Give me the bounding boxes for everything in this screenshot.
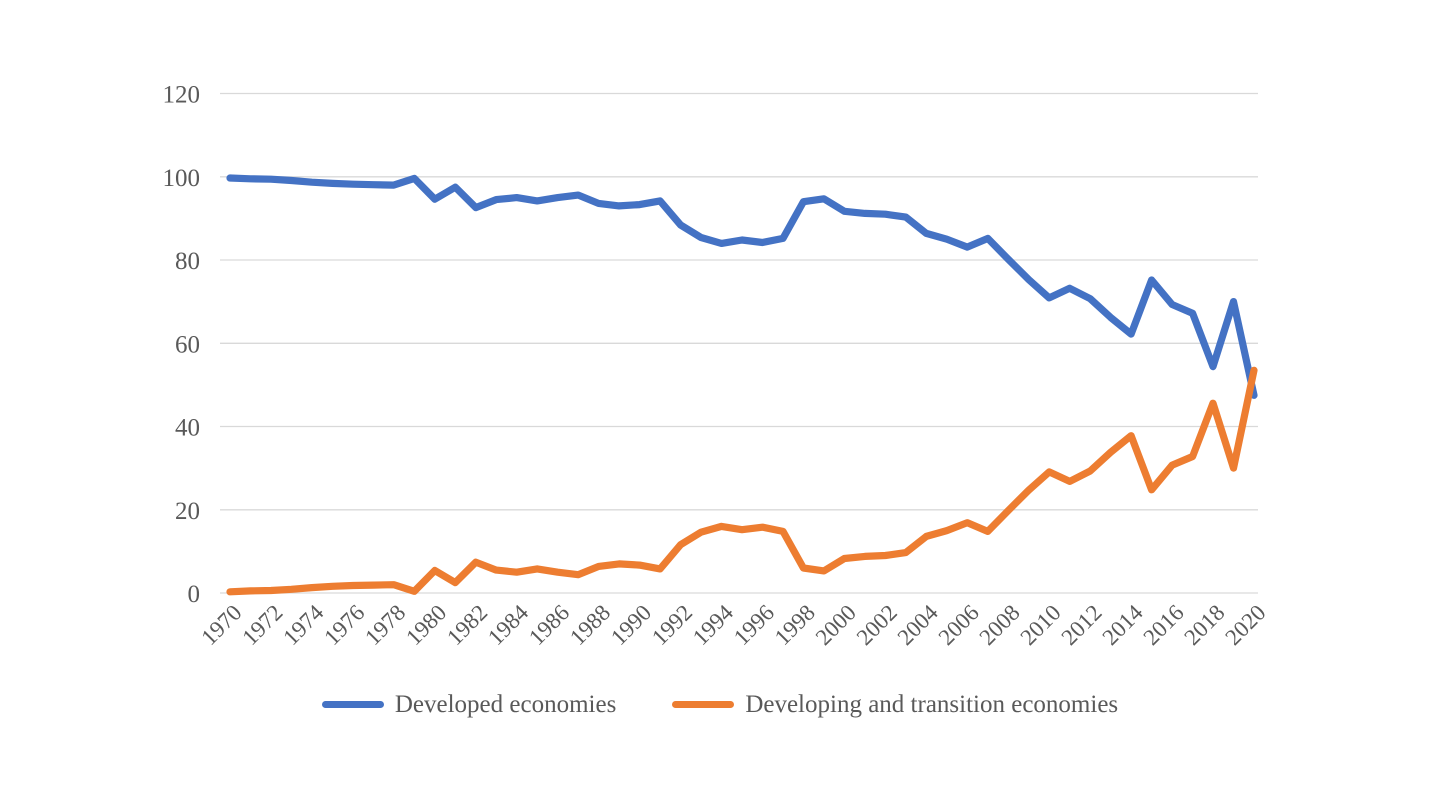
x-axis-label: 2020 [1220, 600, 1270, 650]
x-axis-label: 2002 [852, 600, 902, 650]
y-axis-label: 20 [175, 498, 200, 525]
x-axis-label: 1982 [442, 600, 492, 650]
legend-swatch-developing-transition-line [672, 701, 735, 709]
y-axis-labels: 0 20 40 60 80 100 120 [163, 82, 201, 609]
x-axis-label: 1974 [278, 600, 329, 651]
x-axis-label: 2018 [1179, 600, 1229, 650]
x-axis-label: 1972 [237, 600, 287, 650]
gridlines [220, 92, 1258, 594]
legend-item-developing-transition: Developing and transition economies [672, 691, 1118, 719]
legend-label-developing-transition: Developing and transition economies [745, 691, 1119, 718]
x-axis-label: 2004 [893, 600, 944, 651]
x-axis-labels: 1970197219741976197819801982198419861988… [196, 600, 1270, 651]
legend-label-developed: Developed economies [394, 691, 617, 718]
y-axis-label: 0 [188, 581, 201, 608]
x-axis-label: 1976 [319, 600, 369, 650]
x-axis-label: 1970 [196, 600, 246, 650]
x-axis-label: 2000 [811, 600, 861, 650]
x-axis-label: 1996 [729, 600, 779, 650]
x-axis-label: 1984 [483, 600, 534, 651]
x-axis-label: 2010 [1016, 600, 1066, 650]
x-axis-label: 1986 [524, 600, 574, 650]
x-axis-label: 2006 [934, 600, 984, 650]
series-line-developing-transition [226, 366, 1258, 596]
y-axis-label: 100 [163, 165, 201, 192]
y-axis-label: 80 [175, 248, 200, 275]
legend-item-developed: Developed economies [321, 691, 617, 719]
x-axis-label: 1978 [360, 600, 410, 650]
x-axis-label: 1988 [565, 600, 615, 650]
x-axis-label: 2014 [1097, 600, 1148, 651]
x-axis-label: 1998 [770, 600, 820, 650]
x-axis-label: 2008 [975, 600, 1025, 650]
legend-swatch-developed-line [321, 701, 384, 709]
y-axis-label: 120 [163, 82, 201, 109]
series-line-developed [226, 174, 1258, 399]
chart-legend: Developed economies Developing and trans… [0, 691, 1440, 719]
x-axis-label: 1992 [647, 600, 697, 650]
y-axis-label: 60 [175, 331, 200, 358]
x-axis-label: 1990 [606, 600, 656, 650]
y-axis-label: 40 [175, 415, 200, 442]
x-axis-label: 2012 [1057, 600, 1107, 650]
x-axis-label: 1994 [688, 600, 739, 651]
x-axis-label: 1980 [401, 600, 451, 650]
x-axis-label: 2016 [1138, 600, 1188, 650]
